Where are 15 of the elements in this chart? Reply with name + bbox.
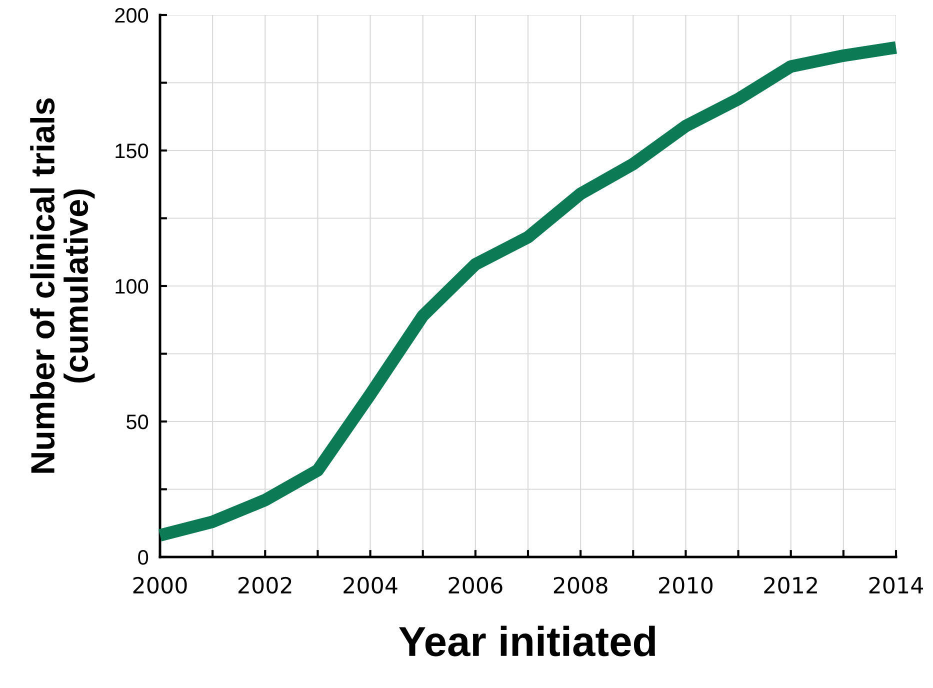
y-axis-title: Number of clinical trials (cumulative) <box>30 98 95 473</box>
y-tick-label: 0 <box>138 550 148 565</box>
y-tick-label: 100 <box>116 279 148 294</box>
y-tick-label: 50 <box>126 414 148 430</box>
x-tick-label: 2006 <box>448 576 502 594</box>
x-tick-label: 2014 <box>869 576 924 594</box>
x-tick-label: 2004 <box>344 576 398 594</box>
x-tick-label: 2002 <box>238 576 292 594</box>
y-tick-label: 200 <box>115 8 148 23</box>
x-tick-label: 2010 <box>659 576 713 594</box>
x-axis-title: Year initiated <box>399 626 655 656</box>
x-tick-label: 2000 <box>133 576 187 594</box>
x-tick-label: 2008 <box>554 576 608 594</box>
y-tick-label: 150 <box>116 144 148 158</box>
x-tick-label: 2012 <box>764 576 817 594</box>
